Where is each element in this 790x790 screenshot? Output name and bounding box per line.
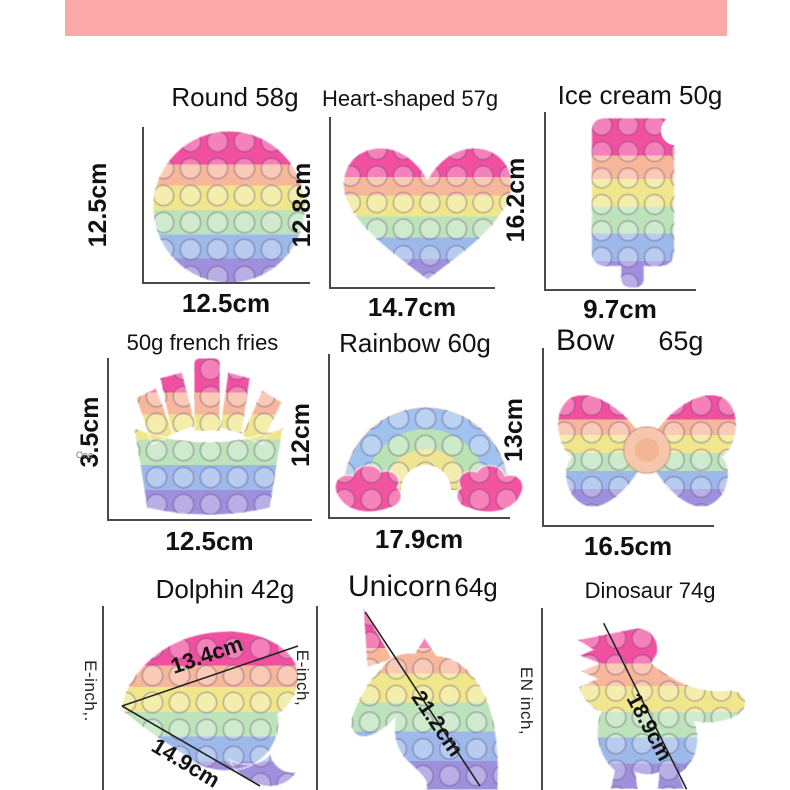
bow-height-ruler (542, 348, 544, 526)
dolphin-title: Dolphin 42g (155, 574, 295, 604)
round-height-label: 12.5cm (83, 162, 112, 248)
unicorn-side-ruler (316, 606, 318, 790)
fries-width-label: 12.5cm (165, 526, 254, 556)
rainbow-popit-image (334, 406, 524, 513)
dinosaur-diagonal-line (602, 622, 688, 790)
dolphin-side-note: E-inch,. (81, 660, 100, 722)
heart-height-label: 12.8cm (287, 162, 316, 248)
dolphin-popit-image: 13.4cm 14.9cm (120, 630, 300, 790)
rainbow-title: Rainbow 60g (339, 328, 491, 358)
heart-width-ruler (329, 287, 495, 289)
round-title: Round 58g (171, 82, 299, 112)
rainbow-height-ruler (328, 354, 330, 518)
dolphin-popit-bubbles (121, 631, 299, 787)
icecream-height-label: 16.2cm (501, 157, 530, 243)
unicorn-side-note: E-inch, (293, 649, 312, 707)
bow-popit-bubbles (557, 394, 737, 508)
unicorn-title: Unicorn (348, 570, 452, 603)
round-popit-image (152, 130, 306, 284)
bow-knot-center (634, 437, 660, 463)
fries-title: 50g french fries (126, 330, 279, 355)
unicorn-diagonal-line (364, 611, 481, 787)
dinosaur-side-ruler (541, 608, 543, 790)
round-width-label: 12.5cm (181, 288, 271, 318)
fries-height-note: One (76, 450, 94, 460)
bow-popit-image (556, 393, 738, 509)
fries-popit-bubbles (134, 358, 283, 515)
rainbow-width-label: 17.9cm (374, 524, 464, 554)
bow-width-label: 16.5cm (583, 531, 673, 561)
top-banner-bar (65, 0, 727, 36)
icecream-height-ruler (544, 112, 546, 290)
icecream-width-label: 9.7cm (583, 294, 657, 324)
rainbow-height-label: 12cm (286, 403, 315, 467)
bow-height-label: 13cm (499, 398, 528, 462)
dolphin-side-ruler (102, 606, 104, 790)
dolphin-diagonal-line-1 (121, 645, 299, 707)
icecream-popit-bubbles (591, 117, 675, 289)
bow-title: Bow (556, 324, 615, 357)
round-height-ruler (142, 127, 144, 283)
rainbow-clouds-bubbles (335, 465, 523, 512)
rainbow-width-ruler (328, 517, 510, 519)
fries-width-ruler (107, 519, 312, 521)
fries-height-ruler (107, 358, 109, 520)
icecream-bite-mark (660, 115, 691, 146)
dinosaur-popit-image: 18.9cm (574, 622, 747, 790)
unicorn-title-group: Unicorn 64g (348, 570, 498, 604)
icecream-title: Ice cream 50g (557, 80, 723, 110)
dinosaur-title: Dinosaur 74g (584, 578, 716, 603)
fries-height-label: 3.5cm (75, 396, 104, 468)
heart-popit-image (342, 147, 513, 282)
bow-width-ruler (542, 525, 714, 527)
dinosaur-side-note: EN inch, (517, 666, 536, 736)
rainbow-arch-bubbles (343, 407, 509, 490)
bow-title-group: Bow 65g (556, 324, 703, 358)
heart-title: Heart-shaped 57g (321, 86, 499, 111)
icecream-popit-image (590, 115, 691, 290)
dinosaur-popit-bubbles (577, 628, 746, 790)
unicorn-popit-bubbles (351, 607, 499, 790)
heart-width-label: 14.7cm (367, 292, 457, 322)
round-popit-bubbles (153, 131, 305, 283)
heart-popit-bubbles (343, 148, 512, 280)
heart-height-ruler (329, 117, 331, 288)
dolphin-diagonal-line-2 (121, 705, 261, 787)
bow-weight-label: 65g (658, 326, 704, 356)
unicorn-weight-label: 64g (454, 572, 498, 602)
icecream-width-ruler (544, 289, 696, 291)
unicorn-popit-image: 21.2cm (350, 607, 500, 790)
round-width-ruler (142, 282, 310, 284)
fries-popit-image (132, 357, 285, 516)
